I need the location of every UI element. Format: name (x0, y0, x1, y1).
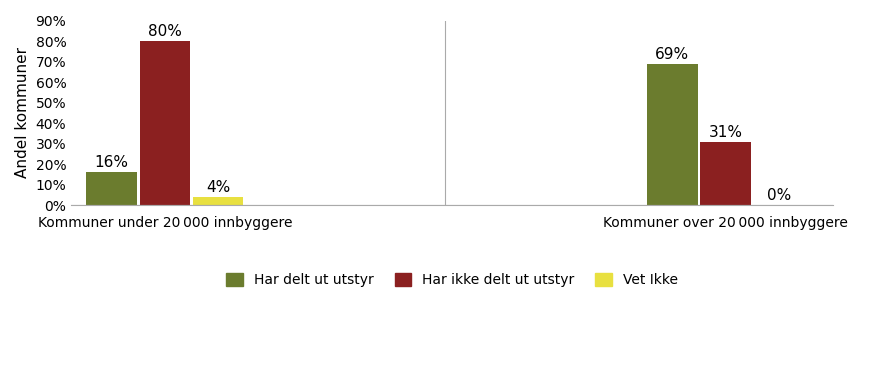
Text: 16%: 16% (94, 155, 129, 170)
Text: 31%: 31% (709, 124, 743, 139)
Text: 4%: 4% (206, 180, 230, 195)
Bar (648, 64, 697, 205)
Text: 69%: 69% (655, 46, 690, 61)
Bar (701, 141, 751, 205)
Bar (140, 41, 190, 205)
Text: 0%: 0% (766, 188, 791, 203)
Legend: Har delt ut utstyr, Har ikke delt ut utstyr, Vet Ikke: Har delt ut utstyr, Har ikke delt ut uts… (220, 268, 684, 293)
Y-axis label: Andel kommuner: Andel kommuner (15, 48, 30, 178)
Bar (192, 197, 243, 205)
Bar (87, 172, 136, 205)
Text: 80%: 80% (148, 24, 182, 39)
